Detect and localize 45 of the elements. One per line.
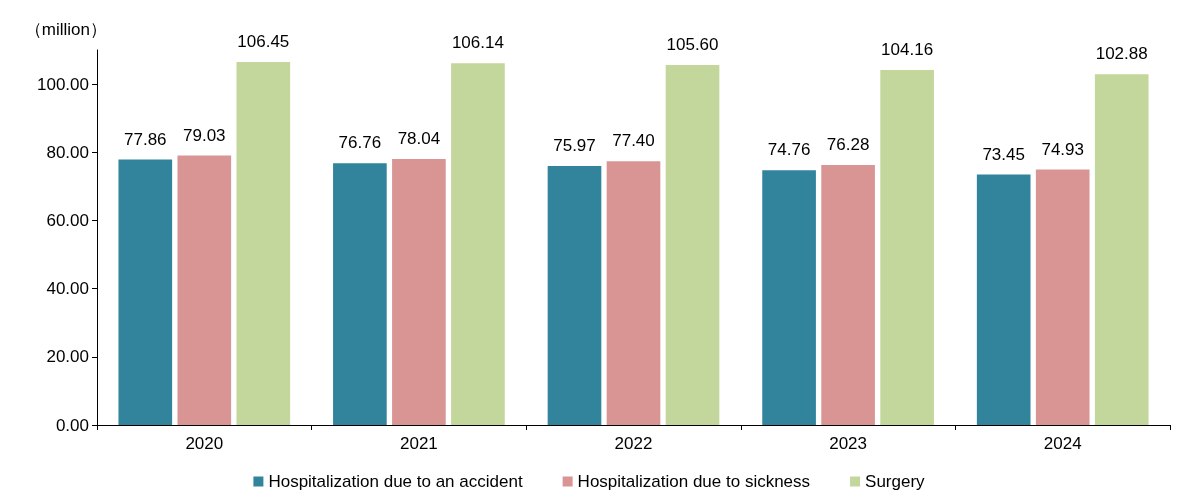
data-label: 74.93 [1041,139,1084,159]
x-tick-label: 2023 [829,434,868,453]
data-label: 73.45 [982,144,1025,164]
legend-label: Hospitalization due to an accident [268,472,523,491]
x-tick-label: 2020 [185,434,224,453]
bar [451,63,505,425]
y-tick-label: 100.00 [37,74,89,94]
data-label: 74.76 [767,140,811,160]
bar [333,163,387,425]
bar [762,170,816,425]
data-label: 106.14 [451,33,504,53]
data-label: 77.40 [612,131,655,151]
bar [547,166,602,425]
data-label: 106.45 [237,32,290,52]
bar [1094,74,1149,425]
data-label: 78.04 [397,128,441,148]
y-tick-label: 80.00 [46,142,89,162]
y-tick-label: 20.00 [46,347,89,367]
legend-label: Hospitalization due to sickness [577,472,811,491]
x-tick-label: 2024 [1043,434,1082,453]
y-tick-label: 0.00 [55,415,89,435]
bar [236,62,291,425]
data-label: 77.86 [124,129,167,149]
bar [821,164,875,425]
data-label: 76.28 [826,134,870,154]
bar [665,65,720,425]
data-label: 76.76 [338,133,382,153]
data-label: 105.60 [666,35,719,54]
data-label: 104.16 [881,39,934,59]
legend-label: Surgery [865,472,926,491]
y-axis-title: （million） [24,20,107,39]
bar [392,158,446,425]
bar [976,174,1031,425]
bar [1035,169,1090,425]
bar [177,155,232,425]
bar [118,159,173,425]
x-tick-label: 2022 [614,434,653,453]
bar [880,69,934,425]
data-label: 102.88 [1095,44,1148,64]
data-label: 75.97 [553,136,596,156]
x-tick-label: 2021 [399,434,438,453]
bar [606,161,661,425]
y-tick-label: 60.00 [46,210,89,230]
y-tick-label: 40.00 [46,279,89,299]
data-label: 79.03 [183,125,226,145]
